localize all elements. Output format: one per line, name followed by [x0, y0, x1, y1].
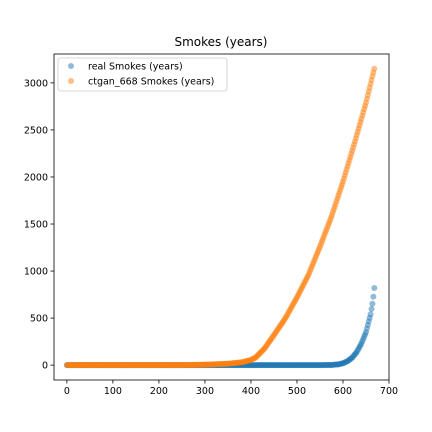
- data-point: [371, 65, 378, 72]
- points-layer: [63, 65, 378, 369]
- data-point: [367, 311, 374, 318]
- legend-marker: [68, 78, 74, 84]
- x-tick-label: 300: [196, 386, 214, 397]
- legend-label: real Smokes (years): [88, 62, 183, 73]
- x-tick-label: 100: [104, 386, 122, 397]
- y-tick-label: 500: [30, 314, 48, 325]
- y-tick-label: 0: [42, 361, 48, 372]
- plot-frame: [53, 53, 390, 381]
- data-point: [369, 300, 376, 307]
- x-tick-label: 500: [288, 386, 306, 397]
- x-tick-label: 600: [334, 386, 352, 397]
- x-tick-label: 0: [64, 386, 70, 397]
- chart-title: Smokes (years): [174, 35, 267, 49]
- y-tick-label: 2000: [24, 172, 48, 183]
- x-tick-label: 700: [380, 386, 398, 397]
- y-tick-label: 3000: [24, 78, 48, 89]
- legend-marker: [68, 63, 74, 69]
- y-tick-label: 1500: [24, 220, 48, 231]
- x-tick-label: 400: [242, 386, 260, 397]
- legend: real Smokes (years) ctgan_668 Smokes (yea…: [57, 57, 228, 92]
- legend-box: [57, 57, 228, 92]
- series-2-points: [63, 65, 378, 369]
- legend-label: ctgan_668 Smokes (years): [88, 77, 214, 88]
- data-point: [370, 293, 377, 300]
- x-tick-label: 200: [150, 386, 168, 397]
- y-tick-label: 1000: [24, 267, 48, 278]
- y-tick-label: 2500: [24, 125, 48, 136]
- ticks-layer: 0 100 200 300 400 500 600 700 0 500 1000 1500 2000 25…: [24, 78, 398, 397]
- data-point: [371, 284, 378, 291]
- data-point: [368, 306, 375, 313]
